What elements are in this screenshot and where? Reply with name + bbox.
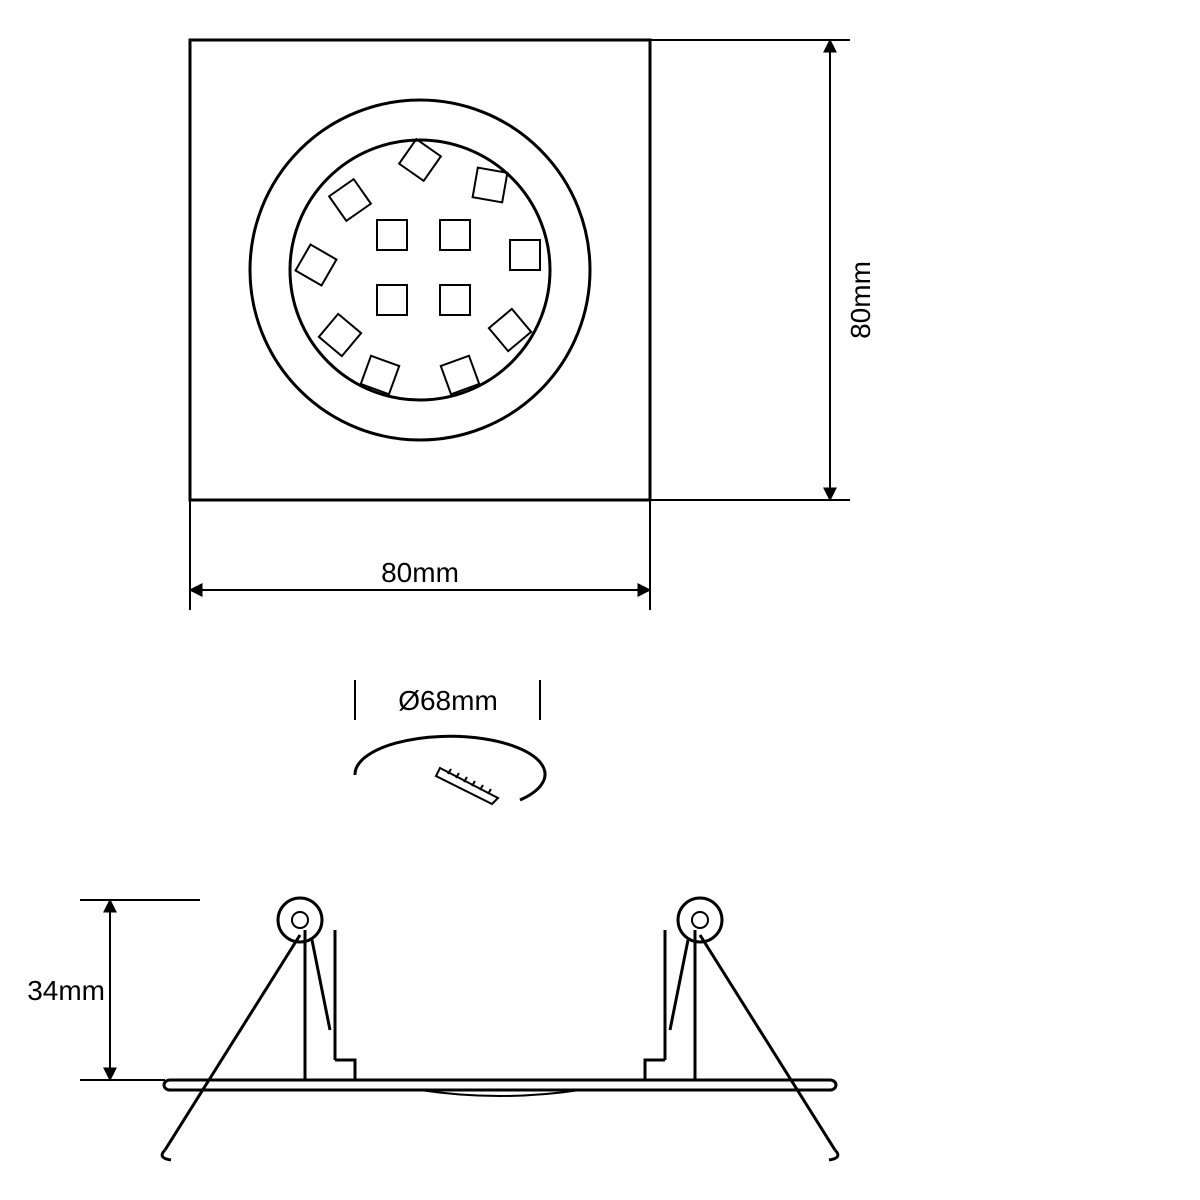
dim-depth-label: 34mm (27, 975, 105, 1006)
cutout-view: Ø68mm (355, 680, 545, 804)
dim-width-label: 80mm (381, 557, 459, 588)
technical-drawing: 80mm 80mm Ø68mm (0, 0, 1200, 1200)
dim-cutout-label: Ø68mm (398, 685, 498, 716)
led-chips (296, 139, 540, 394)
saw-icon (436, 768, 498, 804)
top-view: 80mm 80mm (190, 40, 876, 610)
dim-height-label: 80mm (845, 261, 876, 339)
side-view: 34mm (27, 898, 838, 1160)
